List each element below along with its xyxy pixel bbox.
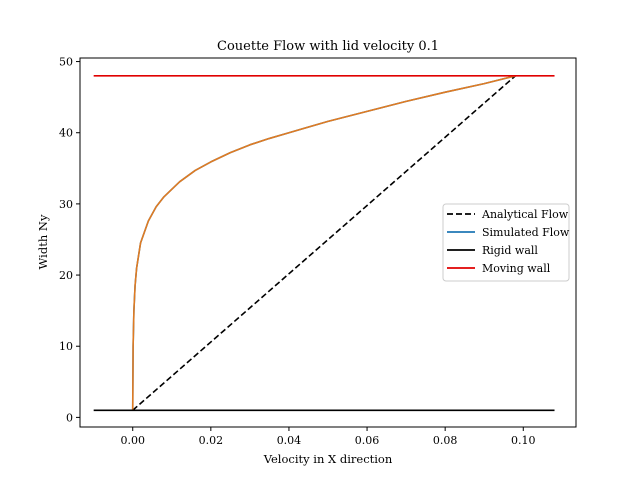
y-tick-label: 50: [59, 56, 73, 69]
chart-title: Couette Flow with lid velocity 0.1: [217, 39, 439, 54]
x-tick-label: 0.00: [120, 434, 145, 447]
y-axis-ticks: 0 10 20 30 40 50: [59, 56, 80, 424]
series-line-0: [132, 75, 516, 411]
x-axis-ticks: 0.00 0.02 0.04 0.06 0.08 0.10: [120, 427, 536, 447]
y-tick-label: 40: [59, 127, 73, 140]
x-tick-label: 0.04: [277, 434, 302, 447]
x-axis-label: Velocity in X direction: [263, 452, 393, 466]
series-line-2: [131, 75, 516, 411]
plot-frame: [79, 57, 577, 428]
y-tick-label: 0: [66, 411, 73, 424]
legend-label: Moving wall: [482, 262, 551, 275]
x-tick-label: 0.06: [355, 434, 380, 447]
legend: Analytical Flow Simulated Flow Rigid wall M…: [442, 203, 570, 282]
x-tick-label: 0.08: [433, 434, 458, 447]
x-tick-label: 0.02: [199, 434, 224, 447]
y-axis-label: Width Ny: [36, 214, 50, 269]
y-tick-label: 30: [59, 198, 73, 211]
legend-frame: [442, 203, 570, 282]
legend-label: Simulated Flow: [482, 226, 570, 239]
legend-label: Analytical Flow: [481, 208, 569, 221]
x-tick-label: 0.10: [511, 434, 536, 447]
y-tick-label: 10: [59, 340, 73, 353]
y-tick-label: 20: [59, 269, 73, 282]
legend-label: Rigid wall: [482, 244, 538, 257]
plot-series-group: [93, 74, 555, 412]
